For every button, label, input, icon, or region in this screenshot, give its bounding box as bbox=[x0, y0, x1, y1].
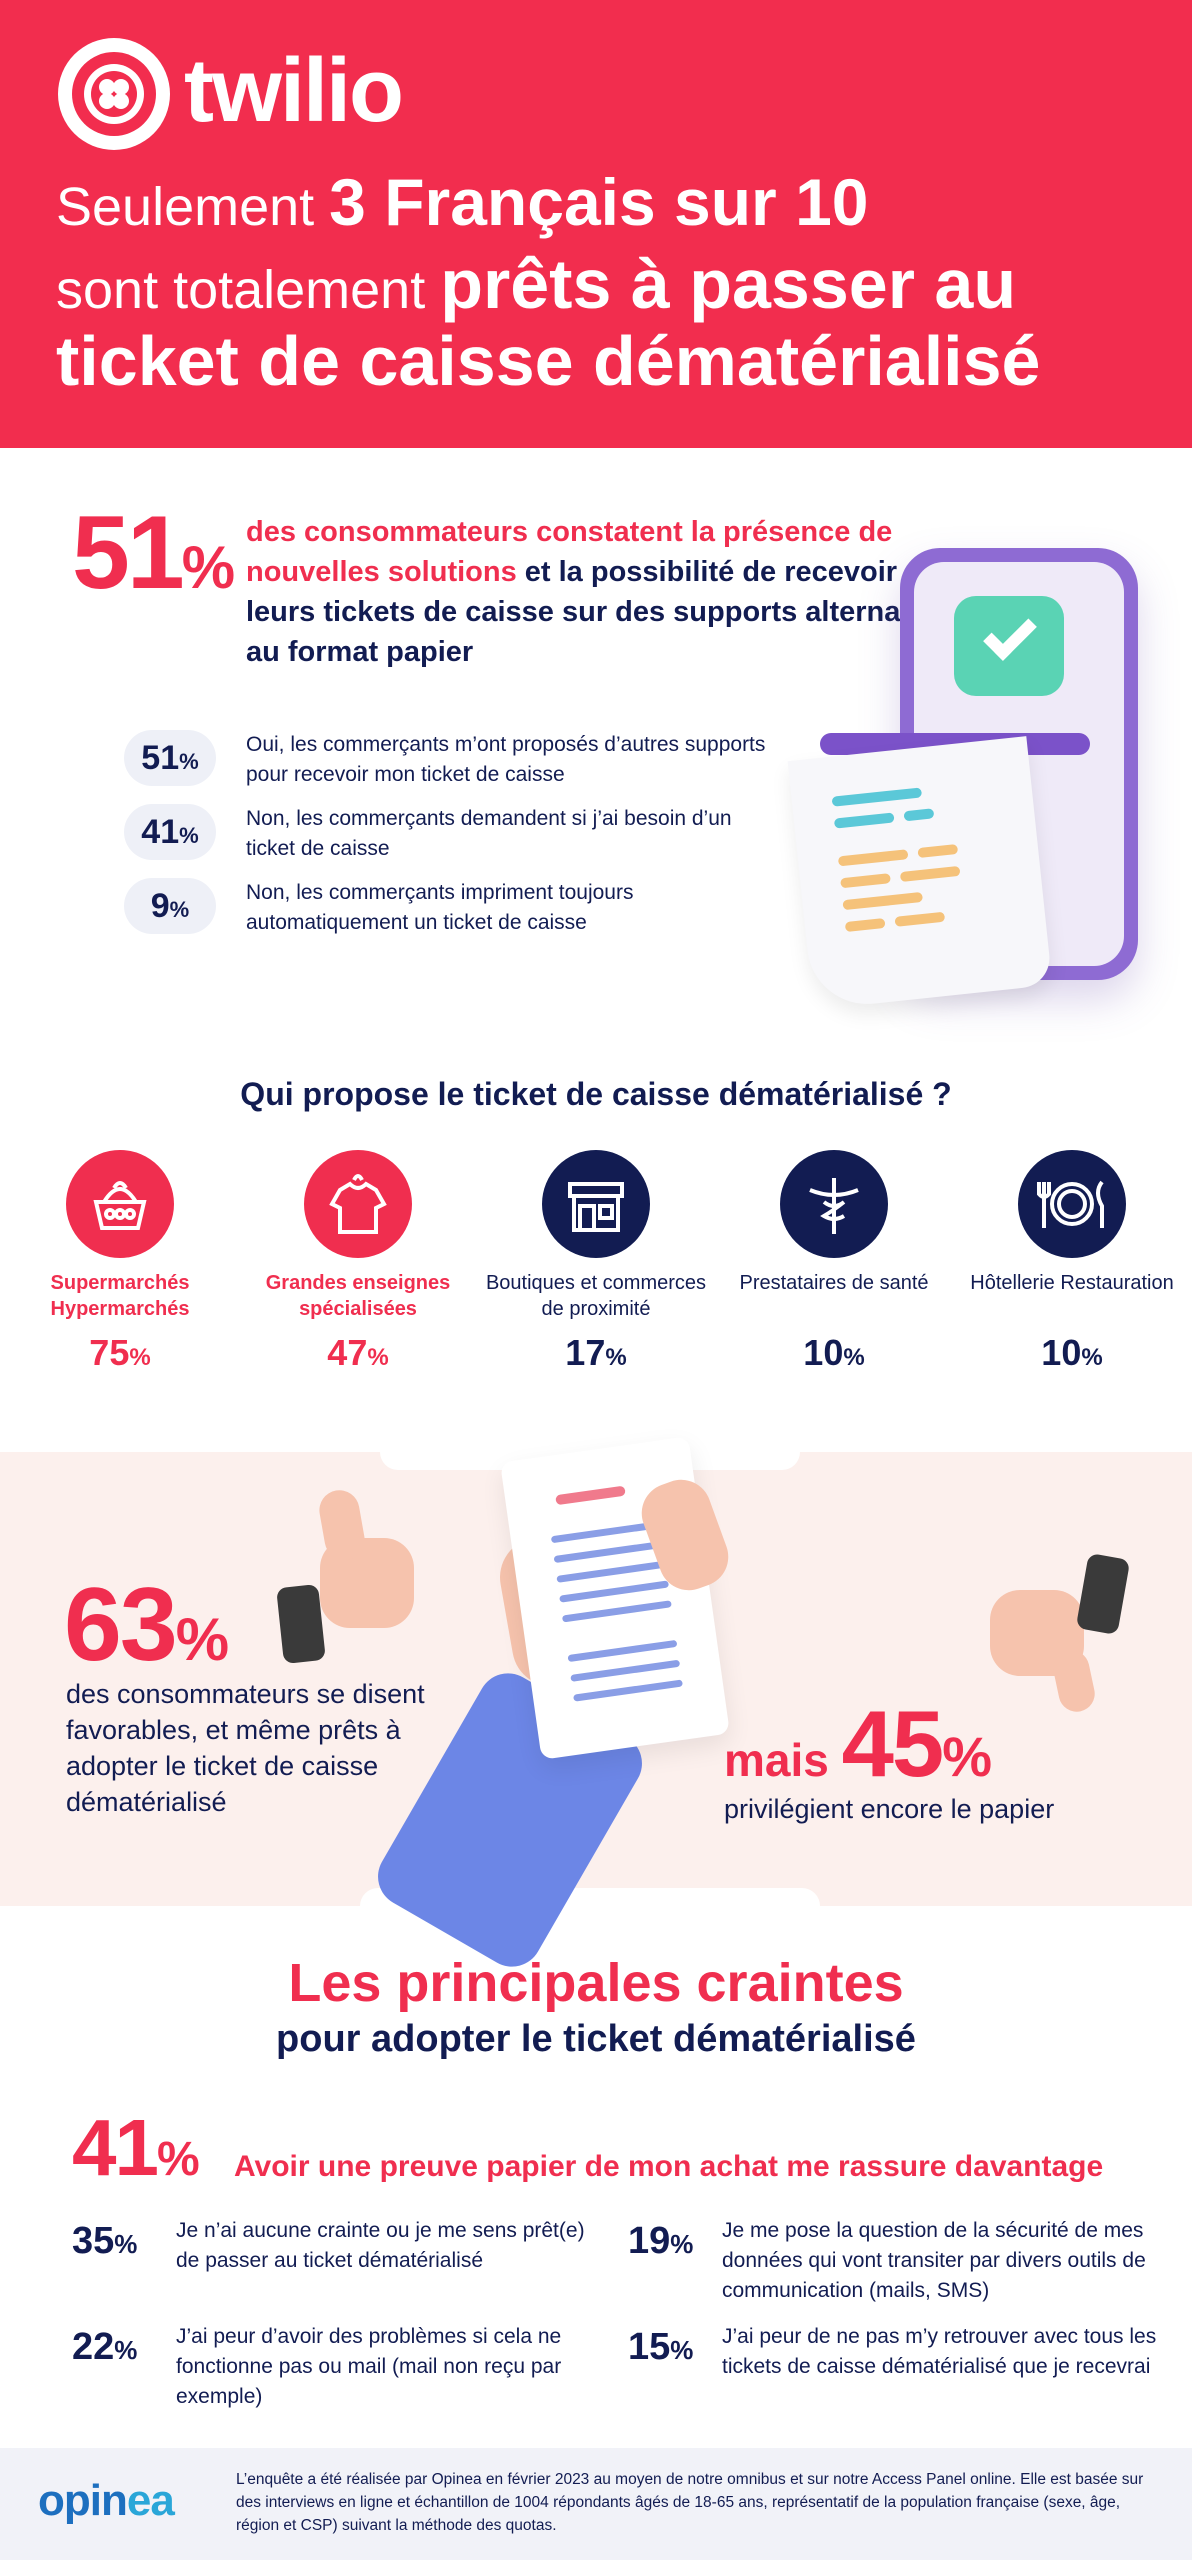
answer-text-3: Non, les commerçants impriment toujours … bbox=[246, 881, 634, 934]
fear-value-1: 35% bbox=[72, 2220, 138, 2262]
who-title: Qui propose le ticket de caisse dématéri… bbox=[240, 1076, 952, 1112]
digital-receipt-icon bbox=[787, 736, 1053, 1010]
shirt-icon bbox=[304, 1150, 412, 1258]
plate-cutlery-icon bbox=[1018, 1150, 1126, 1258]
stat-45-big: mais 45% bbox=[724, 1691, 992, 1796]
fear-value-2: 19% bbox=[628, 2220, 694, 2262]
stat-45-description: privilégient encore le papier bbox=[724, 1794, 1055, 1824]
storefront-icon bbox=[542, 1150, 650, 1258]
answer-text-2: Non, les commerçants demandent si j’ai b… bbox=[246, 807, 732, 860]
answer-pill-3: 9% bbox=[124, 878, 216, 934]
headline-line-2: sont totalement prêts à passer au bbox=[56, 245, 1017, 323]
brand-name: twilio bbox=[184, 41, 404, 141]
twilio-logo-icon bbox=[58, 38, 170, 150]
answer-text-1: Oui, les commerçants m’ont proposés d’au… bbox=[246, 733, 766, 786]
stat-63-big: 63% bbox=[64, 1567, 229, 1683]
checkmark-icon bbox=[954, 596, 1064, 696]
stat-41-big: 41% bbox=[72, 2103, 200, 2192]
opinea-logo: opinea bbox=[38, 2476, 175, 2525]
stat-63-description: des consommateurs se disent favorables, … bbox=[66, 1679, 425, 1817]
fear-value-4: 15% bbox=[628, 2326, 694, 2368]
stat-51-big: 51% bbox=[72, 495, 235, 611]
fears-title: Les principales craintes bbox=[288, 1953, 904, 2013]
caduceus-icon bbox=[780, 1150, 888, 1258]
methodology-note: L’enquête a été réalisée par Opinea en f… bbox=[236, 2471, 1144, 2534]
fear-text-2: Je me pose la question de la sécurité de… bbox=[722, 2219, 1146, 2302]
answer-pill-2: 41% bbox=[124, 804, 216, 860]
header-banner bbox=[0, 0, 1192, 448]
basket-icon bbox=[66, 1150, 174, 1258]
answer-pill-1: 51% bbox=[124, 730, 216, 786]
fear-text-4: J’ai peur de ne pas m’y retrouver avec t… bbox=[722, 2325, 1157, 2378]
fear-text-1: Je n’ai aucune crainte ou je me sens prê… bbox=[176, 2219, 585, 2272]
stat-51-description: des consommateurs constatent la présence… bbox=[246, 516, 944, 668]
fear-text-3: J’ai peur d’avoir des problèmes si cela … bbox=[176, 2325, 562, 2408]
headline-line-3: ticket de caisse dématérialisé bbox=[56, 322, 1041, 400]
fear-value-3: 22% bbox=[72, 2326, 138, 2368]
stat-41-description: Avoir une preuve papier de mon achat me … bbox=[234, 2150, 1104, 2183]
fears-subtitle: pour adopter le ticket dématérialisé bbox=[276, 2018, 916, 2060]
headline-line-1: Seulement 3 Français sur 10 bbox=[56, 165, 869, 239]
footer bbox=[0, 2448, 1192, 2560]
